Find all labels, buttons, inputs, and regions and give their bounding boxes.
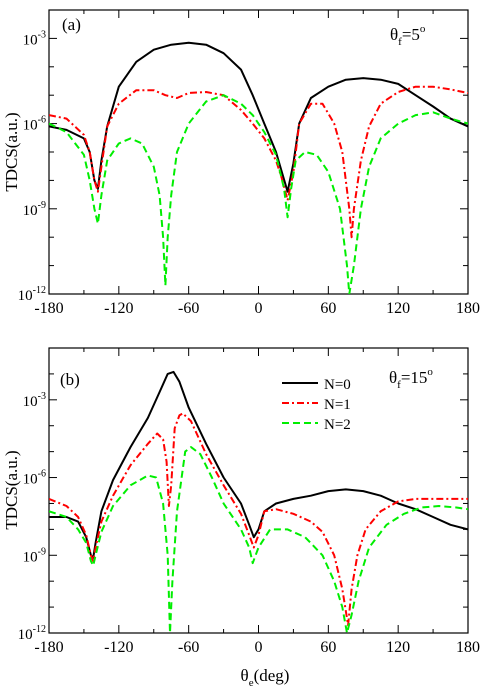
- y-axis-label-b: TDCS(a.u.): [2, 450, 21, 529]
- panel-b: (b) θf=15o TDCS(a.u.) -180 -120 -60 0 60 120 1…: [2, 347, 480, 689]
- axis-ticks-b: -180 -120 -60 0 60 120 180 10-12 10-9 10-6 10-3: [18, 347, 480, 656]
- x-axis-label: θe(deg): [241, 666, 290, 689]
- series-line-n0-a: [49, 41, 468, 193]
- x-tick-label-a: -60: [178, 300, 199, 317]
- legend-label-n2: N=2: [324, 417, 351, 433]
- series-curves-b: [49, 370, 468, 633]
- x-tick-label-b: 0: [255, 639, 263, 656]
- x-tick-label-a: 0: [255, 300, 263, 317]
- y-tick-label-b: 10-3: [23, 391, 46, 410]
- y-tick-label-b: 10-12: [18, 624, 46, 643]
- theta-f-annotation-b: θf=15o: [389, 366, 433, 391]
- legend-label-n1: N=1: [324, 397, 351, 413]
- series-curves-a: [49, 41, 468, 294]
- x-tick-label-b: -60: [178, 639, 199, 656]
- x-tick-label-b: 180: [456, 639, 480, 656]
- y-tick-label-b: 10-6: [23, 469, 46, 488]
- x-tick-label-b: 120: [386, 639, 410, 656]
- x-tick-label-a: -120: [104, 300, 133, 317]
- x-tick-label-a: 120: [386, 300, 410, 317]
- y-tick-label-a: 10-3: [23, 29, 46, 48]
- theta-f-annotation-a: θf=5o: [390, 23, 426, 48]
- series-line-n2-a: [49, 94, 468, 294]
- legend: N=0 N=1 N=2: [282, 377, 351, 433]
- x-tick-label-a: -180: [34, 300, 63, 317]
- panel-label-b: (b): [60, 370, 80, 389]
- x-tick-label-b: -180: [34, 639, 63, 656]
- y-axis-label-a: TDCS(a.u.): [2, 112, 21, 191]
- y-tick-label-a: 10-6: [23, 115, 46, 134]
- x-tick-label-a: 180: [456, 300, 480, 317]
- series-line-n1-b: [49, 412, 468, 627]
- panel-a: (a) θf=5o TDCS(a.u.) -180 -120 -60 0 60 120 18…: [2, 9, 480, 317]
- series-line-n0-b: [49, 370, 468, 559]
- x-tick-label-b: -120: [104, 639, 133, 656]
- series-line-n1-a: [49, 85, 468, 239]
- axis-ticks-a: -180 -120 -60 0 60 120 180 10-12 10-9 10-6 10-3: [18, 9, 480, 317]
- y-tick-label-b: 10-9: [23, 546, 46, 565]
- x-tick-label-a: 60: [320, 300, 336, 317]
- plot-frame-b: [48, 347, 469, 634]
- y-tick-label-a: 10-12: [18, 285, 46, 304]
- series-line-n2-b: [49, 446, 468, 633]
- panel-label-a: (a): [62, 15, 81, 34]
- x-tick-label-b: 60: [320, 639, 336, 656]
- legend-label-n0: N=0: [324, 377, 351, 393]
- y-tick-label-a: 10-9: [23, 200, 46, 219]
